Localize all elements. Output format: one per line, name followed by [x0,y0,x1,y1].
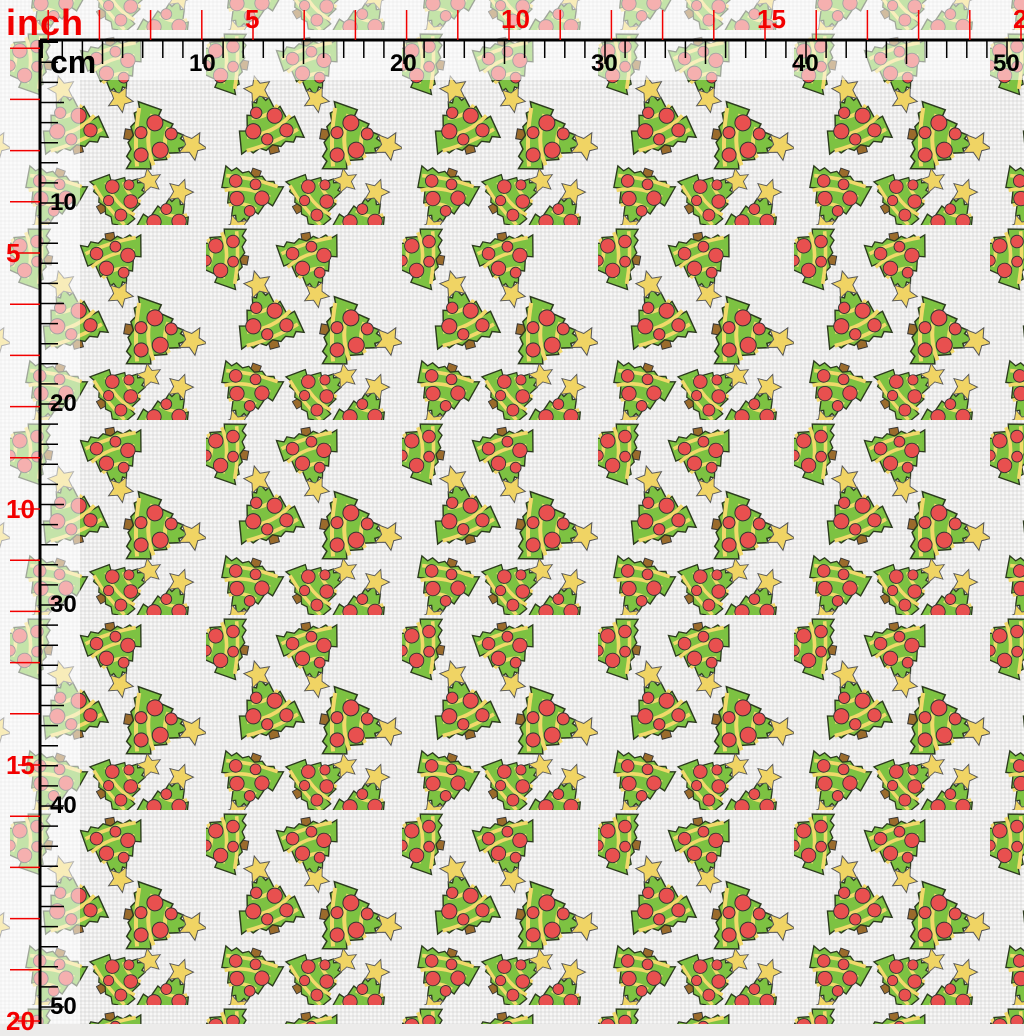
inch-unit-label: inch [6,2,85,43]
top-inch-label: 10 [501,4,530,34]
top-cm-label: 50 [993,50,1020,77]
left-cm-label: 50 [50,993,77,1020]
left-inch-label: 5 [6,238,21,268]
left-cm-label: 10 [50,189,77,216]
top-cm-label: 20 [390,50,417,77]
cm-unit-label: cm [50,44,97,80]
top-inch-label: 5 [245,4,260,34]
left-cm-label: 20 [50,390,77,417]
left-inch-label: 10 [6,494,35,524]
top-cm-label: 10 [189,50,216,77]
top-inch-label: 15 [757,4,786,34]
left-cm-label: 30 [50,591,77,618]
left-cm-label: 40 [50,792,77,819]
left-inch-label: 15 [6,750,35,780]
top-cm-label: 30 [591,50,618,77]
left-inch-label: 20 [6,1006,35,1036]
top-cm-label: 40 [792,50,819,77]
top-inch-label: 20 [1013,4,1024,34]
